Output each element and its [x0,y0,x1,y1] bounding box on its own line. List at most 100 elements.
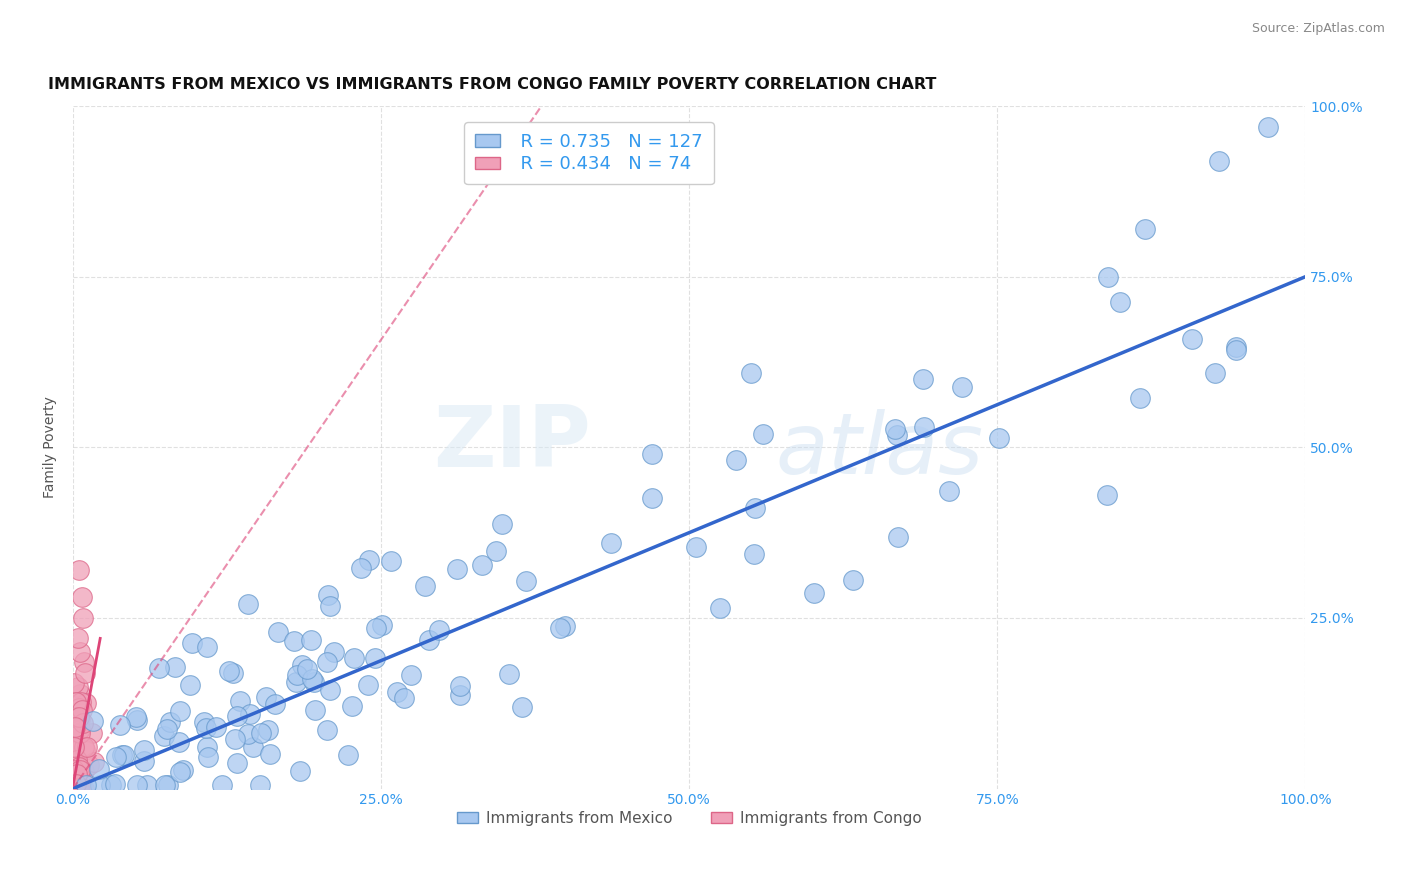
Point [449,688,471,702]
Point [181,635,204,649]
Point [319,683,342,698]
Point [515,574,537,588]
Point [83,755,105,769]
Point [803,586,825,600]
Point [70,703,93,717]
Point [72,611,94,625]
Point [211,778,233,792]
Point [63,759,86,773]
Point [204,720,226,734]
Point [371,617,394,632]
Point [449,680,471,694]
Point [63,675,86,690]
Point [195,721,218,735]
Point [350,561,373,575]
Point [66,632,89,646]
Point [159,714,181,729]
Point [385,684,408,698]
Point [104,750,127,764]
Point [952,379,974,393]
Point [77,758,100,772]
Point [134,754,156,768]
Point [238,706,260,721]
Point [62,780,84,795]
Point [299,632,322,647]
Point [238,727,260,741]
Point [510,700,533,714]
Point [380,554,402,568]
Point [73,656,96,670]
Point [70,781,93,796]
Point [153,729,176,743]
Point [66,753,89,767]
Point [471,558,494,572]
Point [413,579,436,593]
Point [249,778,271,792]
Point [399,668,422,682]
Point [914,419,936,434]
Point [226,756,249,770]
Point [148,661,170,675]
Point [67,781,90,796]
Point [1208,153,1230,168]
Point [76,739,98,754]
Point [491,516,513,531]
Point [69,712,91,726]
Point [89,778,111,792]
Point [1129,392,1152,406]
Point [392,690,415,705]
Point [319,599,342,614]
Point [63,748,86,763]
Point [357,678,380,692]
Point [65,720,87,734]
Point [63,750,86,764]
Point [65,781,87,796]
Point [685,540,707,554]
Point [65,777,87,791]
Point [267,625,290,640]
Point [427,623,450,637]
Point [63,744,86,758]
Point [63,781,86,796]
Point [343,651,366,665]
Point [195,739,218,754]
Point [1097,269,1119,284]
Point [304,674,326,689]
Point [485,544,508,558]
Point [82,714,104,728]
Point [883,422,905,436]
Point [67,705,90,719]
Point [67,710,90,724]
Point [65,781,87,796]
Point [67,760,90,774]
Point [1225,343,1247,357]
Point [69,781,91,796]
Point [285,675,308,690]
Point [69,763,91,777]
Point [740,366,762,380]
Point [304,703,326,717]
Point [938,483,960,498]
Point [167,735,190,749]
Point [82,726,104,740]
Point [70,591,93,605]
Point [63,772,86,787]
Text: atlas: atlas [776,409,984,492]
Point [169,765,191,780]
Point [69,645,91,659]
Point [1225,340,1247,354]
Point [72,716,94,731]
Point [1095,488,1118,502]
Point [709,600,731,615]
Point [264,697,287,711]
Point [222,665,245,680]
Point [316,588,339,602]
Point [66,767,89,781]
Point [70,695,93,709]
Point [285,667,308,681]
Point [364,650,387,665]
Point [63,710,86,724]
Point [67,781,90,796]
Point [108,718,131,732]
Point [600,535,623,549]
